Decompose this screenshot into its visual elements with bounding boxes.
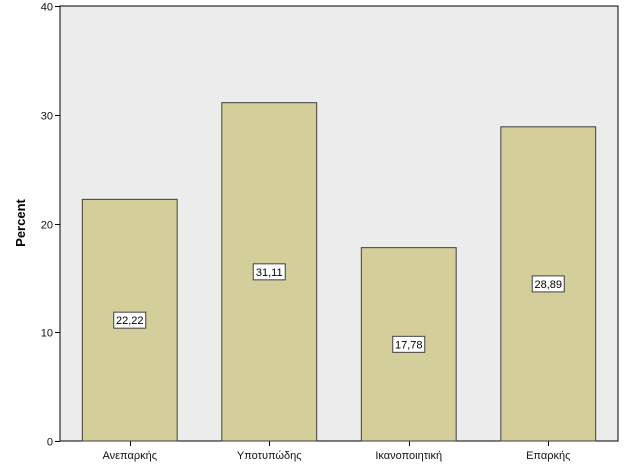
y-tick-label: 10 [41, 328, 53, 340]
y-tick-label: 40 [41, 2, 53, 14]
bar [500, 126, 597, 442]
y-axis-label: Percent [13, 198, 28, 246]
data-label-box [392, 335, 426, 353]
y-axis: 0 10 20 30 40 [41, 2, 60, 449]
x-tick-label: Ανεπαρκής [102, 450, 157, 462]
data-label-box [531, 275, 565, 293]
x-tick-label: Ικανοποιητική [375, 450, 442, 462]
data-labels: 22,22 31,11 17,78 28,89 [113, 263, 565, 353]
data-label-box [113, 311, 147, 329]
data-label: 22,22 [116, 315, 144, 327]
y-tick-label: 30 [41, 111, 53, 123]
data-label-box [252, 263, 286, 281]
data-label: 31,11 [256, 267, 283, 279]
data-label: 17,78 [395, 339, 423, 351]
data-label: 28,89 [534, 279, 562, 291]
bars [81, 102, 597, 442]
x-axis: Ανεπαρκής Υποτυπώδης Ικανοποιητική Επαρκής [102, 441, 570, 462]
y-tick-label: 20 [41, 220, 53, 232]
x-tick-label: Υποτυπώδης [237, 450, 302, 462]
x-tick-label: Επαρκής [526, 450, 570, 462]
y-tick-label: 0 [47, 437, 53, 449]
